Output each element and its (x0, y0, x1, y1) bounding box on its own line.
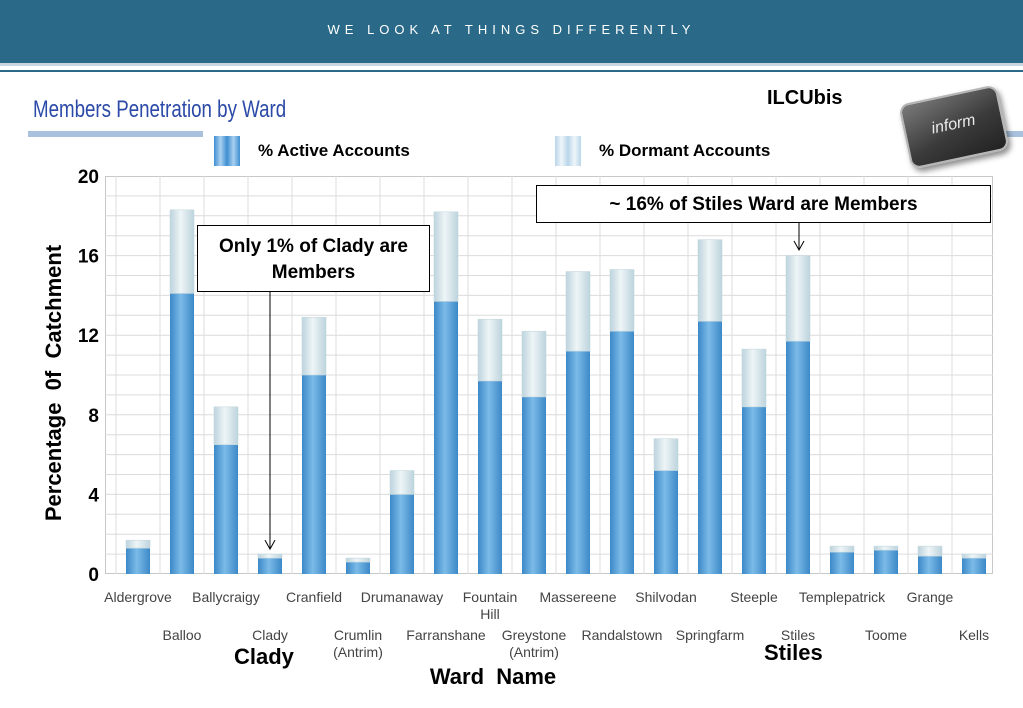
bar-dormant (521, 330, 547, 398)
bar-active (522, 396, 546, 574)
stiles-annotation-box: ~ 16% of Stiles Ward are Members (536, 185, 991, 223)
chart-title: Members Penetration by Ward (33, 96, 287, 123)
y-tick-label: 0 (88, 565, 99, 586)
clady-callout-label: Clady (234, 644, 294, 669)
bar-dormant (169, 209, 195, 294)
bar-dormant (873, 545, 899, 551)
x-tick-label: Balloo (163, 627, 202, 643)
bar-dormant (565, 271, 591, 352)
bar-active (786, 341, 810, 574)
bar-active (698, 321, 722, 574)
bar-dormant (829, 545, 855, 553)
bar-active (390, 494, 414, 574)
y-tick-label: 12 (78, 326, 99, 347)
y-tick-label: 20 (78, 167, 99, 188)
bar-dormant (345, 557, 371, 563)
x-tick-label: Cranfield (286, 589, 342, 605)
bar-dormant (741, 348, 767, 408)
clady-annotation-box: Only 1% of Clady are Members (197, 225, 430, 292)
x-tick-label: Crumlin (Antrim) (333, 627, 383, 660)
bar-dormant (389, 470, 415, 495)
x-tick-label: Massereene (539, 589, 616, 605)
bar-dormant (917, 545, 943, 557)
bar-dormant (433, 211, 459, 302)
stiles-callout-label: Stiles (764, 640, 823, 665)
x-tick-label: Fountain Hill (463, 589, 517, 622)
clady-arrow-head (264, 539, 276, 551)
x-tick-label: Aldergrove (104, 589, 172, 605)
header-banner: WE LOOK AT THINGS DIFFERENTLY (0, 0, 1023, 66)
bar-dormant (213, 406, 239, 445)
stiles-arrow-head (793, 240, 805, 252)
clady-annotation-text: Only 1% of Clady are Members (218, 236, 408, 283)
bar-active (830, 552, 854, 574)
x-tick-label: Templepatrick (799, 589, 886, 605)
y-tick-label: 8 (88, 406, 99, 427)
x-tick-label: Springfarm (676, 627, 744, 643)
bar-active (478, 380, 502, 574)
bar-active (610, 331, 634, 574)
x-tick-label: Toome (865, 627, 907, 643)
y-axis-label: Percentage 0f Catchment (41, 244, 66, 522)
bar-dormant (653, 438, 679, 471)
x-tick-label: Steeple (730, 589, 778, 605)
y-tick-label: 16 (78, 247, 99, 268)
bar-dormant (477, 318, 503, 382)
bar-active (346, 562, 370, 574)
bar-dormant (785, 255, 811, 342)
x-tick-label: Randalstown (582, 627, 663, 643)
y-tick-label: 4 (88, 485, 99, 506)
x-tick-label: Farranshane (406, 627, 486, 643)
stiles-annotation-text: ~ 16% of Stiles Ward are Members (609, 194, 918, 215)
bar-active (742, 406, 766, 574)
bar-active (126, 548, 150, 574)
x-axis-label: Ward Name (429, 664, 557, 689)
x-tick-label: Grange (907, 589, 954, 605)
x-tick-label: Kells (959, 627, 989, 643)
bar-dormant (697, 239, 723, 322)
legend-label-dormant: % Dormant Accounts (599, 141, 771, 160)
x-tick-label: Greystone (Antrim) (502, 627, 567, 660)
tagline: WE LOOK AT THINGS DIFFERENTLY (327, 22, 696, 37)
x-tick-label: Shilvodan (635, 589, 697, 605)
legend-swatch-dormant (555, 136, 581, 166)
bar-dormant (125, 539, 151, 549)
bar-active (170, 293, 194, 574)
bar-active (874, 550, 898, 574)
header-divider (0, 70, 1023, 72)
legend-swatch-active (214, 136, 240, 166)
x-tick-label: Drumanaway (361, 589, 443, 605)
bar-active (962, 558, 986, 574)
bar-active (566, 351, 590, 574)
bar-active (214, 444, 238, 574)
x-tick-label: Ballycraigy (192, 589, 260, 605)
bar-dormant (257, 553, 283, 559)
title-underline (28, 131, 203, 137)
bar-active (302, 375, 326, 574)
bar-dormant (301, 316, 327, 376)
bar-active (258, 558, 282, 574)
brand-name: ILCUbis (767, 87, 843, 109)
legend-label-active: % Active Accounts (258, 141, 410, 160)
x-tick-label: Stiles (781, 627, 815, 643)
bar-dormant (961, 553, 987, 559)
x-tick-label: Clady (252, 627, 288, 643)
bar-dormant (609, 269, 635, 332)
bar-active (918, 556, 942, 574)
bar-active (434, 301, 458, 574)
bar-active (654, 470, 678, 574)
